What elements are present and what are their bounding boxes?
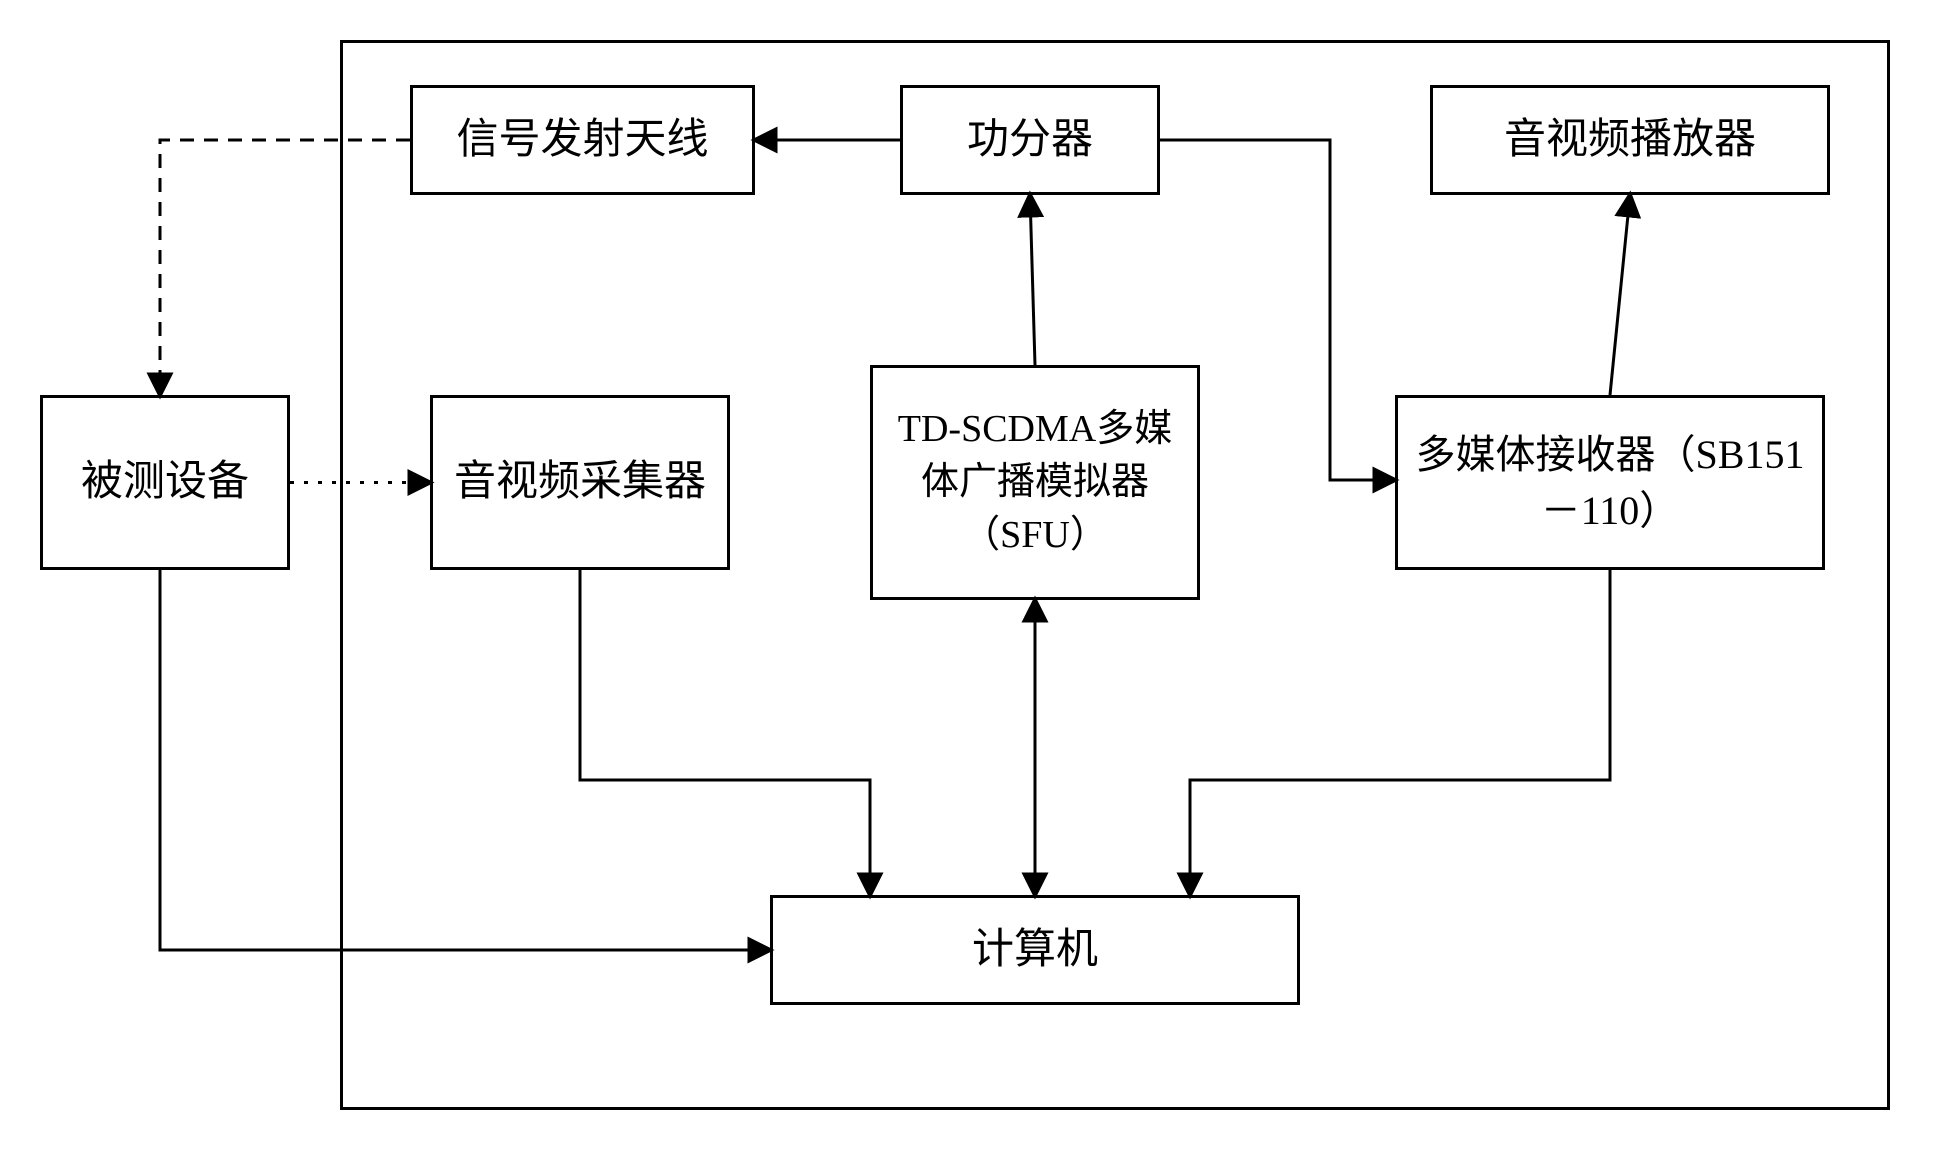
node-receiver: 多媒体接收器（SB151－110）	[1395, 395, 1825, 570]
node-label: 功分器	[967, 111, 1093, 170]
node-label: 音视频播放器	[1504, 111, 1756, 170]
node-label: TD-SCDMA多媒体广播模拟器（SFU）	[883, 403, 1187, 563]
node-splitter: 功分器	[900, 85, 1160, 195]
node-computer: 计算机	[770, 895, 1300, 1005]
node-antenna: 信号发射天线	[410, 85, 755, 195]
node-label: 被测设备	[81, 453, 249, 512]
node-label: 计算机	[972, 921, 1098, 980]
node-label: 信号发射天线	[456, 111, 708, 170]
node-collector: 音视频采集器	[430, 395, 730, 570]
node-dut: 被测设备	[40, 395, 290, 570]
node-sfu: TD-SCDMA多媒体广播模拟器（SFU）	[870, 365, 1200, 600]
node-player: 音视频播放器	[1430, 85, 1830, 195]
node-label: 多媒体接收器（SB151－110）	[1408, 427, 1812, 539]
node-label: 音视频采集器	[454, 453, 706, 512]
